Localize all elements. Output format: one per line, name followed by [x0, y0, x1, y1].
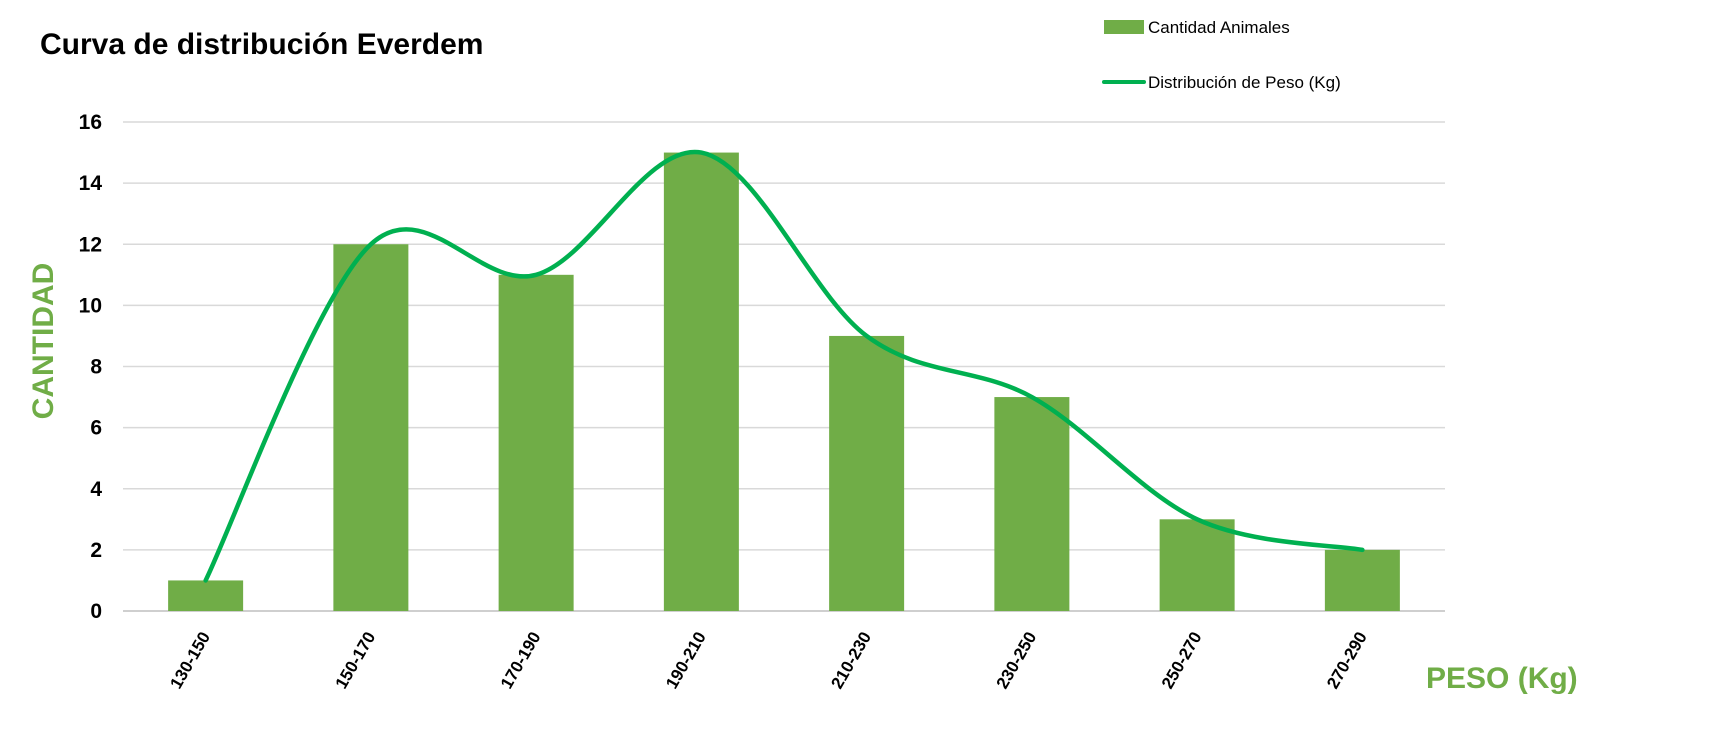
x-tick-label: 190-210: [662, 629, 710, 693]
y-axis-title: CANTIDAD: [27, 263, 60, 420]
legend-label-line: Distribución de Peso (Kg): [1148, 73, 1341, 92]
chart-title: Curva de distribución Everdem: [40, 28, 483, 61]
bar-130-150: [168, 580, 244, 611]
y-tick-label: 14: [79, 172, 103, 195]
x-tick-label: 210-230: [827, 629, 875, 693]
gridlines: [123, 121, 1445, 612]
y-tick-label: 8: [90, 356, 102, 379]
y-tick-label: 12: [79, 233, 102, 256]
x-tick-label: 150-170: [332, 629, 380, 693]
x-tick-label: 230-250: [993, 629, 1041, 693]
bar-270-290: [1324, 549, 1400, 611]
bar-170-190: [498, 274, 574, 611]
x-tick-label: 130-150: [166, 629, 214, 693]
y-tick-label: 2: [90, 539, 102, 562]
bar-230-250: [994, 397, 1070, 611]
bar-190-210: [663, 152, 739, 611]
y-axis-ticks: 0 2 4 6 8 10 12 14 16: [79, 111, 103, 623]
line-series: [203, 149, 1365, 583]
y-tick-label: 0: [90, 600, 102, 623]
y-tick-label: 4: [90, 478, 102, 501]
bar-250-270: [1159, 519, 1235, 611]
bar-210-230: [829, 335, 905, 611]
x-tick-label: 250-270: [1158, 629, 1206, 693]
legend-swatch-bar: [1104, 20, 1144, 34]
x-tick-label: 170-190: [497, 629, 545, 693]
x-tick-label: 270-290: [1323, 629, 1371, 693]
distribution-line: [203, 149, 1365, 583]
legend: Cantidad Animales Distribución de Peso (…: [1102, 18, 1341, 92]
y-tick-label: 6: [90, 417, 102, 440]
x-axis-title: PESO (Kg): [1426, 662, 1578, 695]
y-tick-label: 16: [79, 111, 102, 134]
legend-label-bar: Cantidad Animales: [1148, 18, 1290, 37]
bar-150-170: [333, 244, 409, 611]
x-axis-ticks: 130-150 150-170 170-190 190-210 210-230 230-2…: [166, 629, 1370, 693]
bar-series: [168, 152, 1400, 611]
y-tick-label: 10: [79, 294, 102, 317]
